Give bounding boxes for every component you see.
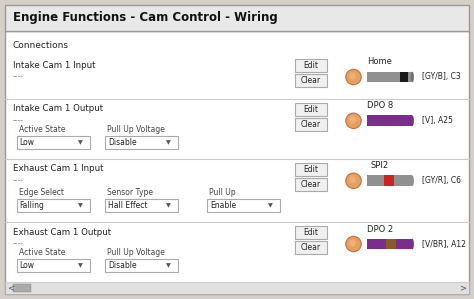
Text: Connections: Connections xyxy=(13,40,69,50)
Bar xyxy=(5,5,469,31)
Ellipse shape xyxy=(411,115,414,126)
Text: Exhaust Cam 1 Input: Exhaust Cam 1 Input xyxy=(13,164,103,173)
Text: ▼: ▼ xyxy=(78,203,82,208)
Text: Edge Select: Edge Select xyxy=(18,188,64,197)
Text: Engine Functions - Cam Control - Wiring: Engine Functions - Cam Control - Wiring xyxy=(13,11,278,25)
Text: Clear: Clear xyxy=(301,120,321,129)
Text: Intake Cam 1 Input: Intake Cam 1 Input xyxy=(13,60,95,69)
Bar xyxy=(295,226,327,239)
Text: Hall Effect: Hall Effect xyxy=(108,201,147,210)
Text: Pull Up Voltage: Pull Up Voltage xyxy=(107,125,164,134)
Text: ▼: ▼ xyxy=(78,263,82,268)
Bar xyxy=(295,74,327,87)
Bar xyxy=(367,176,412,186)
Bar xyxy=(105,259,178,272)
Text: DPO 2: DPO 2 xyxy=(367,225,393,234)
Text: Clear: Clear xyxy=(301,180,321,189)
Text: Edit: Edit xyxy=(303,228,319,237)
Text: [V], A25: [V], A25 xyxy=(422,116,453,125)
Text: Disable: Disable xyxy=(108,261,137,270)
Bar xyxy=(17,136,90,149)
Text: Falling: Falling xyxy=(19,201,45,210)
Ellipse shape xyxy=(411,72,414,82)
Text: Low: Low xyxy=(19,138,35,147)
Text: ----: ---- xyxy=(13,72,24,82)
Text: Active State: Active State xyxy=(18,125,65,134)
Text: Edit: Edit xyxy=(303,165,319,174)
Bar xyxy=(295,59,327,72)
Bar xyxy=(207,199,280,212)
Text: Exhaust Cam 1 Output: Exhaust Cam 1 Output xyxy=(13,228,111,237)
Text: Disable: Disable xyxy=(108,138,137,147)
Ellipse shape xyxy=(411,176,414,186)
Text: Sensor Type: Sensor Type xyxy=(107,188,153,197)
Text: >: > xyxy=(459,283,466,292)
Text: ▼: ▼ xyxy=(268,203,273,208)
Text: [GY/R], C6: [GY/R], C6 xyxy=(422,176,461,185)
Bar xyxy=(295,163,327,176)
Bar xyxy=(5,31,469,294)
Bar xyxy=(295,241,327,254)
Text: ----: ---- xyxy=(13,116,24,125)
Text: SPI2: SPI2 xyxy=(371,161,389,170)
Text: <: < xyxy=(8,283,15,292)
Text: Low: Low xyxy=(19,261,35,270)
Bar xyxy=(386,239,396,249)
Bar xyxy=(295,178,327,191)
Text: ----: ---- xyxy=(13,176,24,185)
Bar xyxy=(384,176,394,186)
Bar xyxy=(5,282,469,294)
Ellipse shape xyxy=(346,113,361,129)
Ellipse shape xyxy=(411,239,414,249)
Text: Edit: Edit xyxy=(303,61,319,70)
Text: Clear: Clear xyxy=(301,243,321,252)
Text: Pull Up: Pull Up xyxy=(209,188,236,197)
Text: ----: ---- xyxy=(13,239,24,248)
Ellipse shape xyxy=(346,69,361,85)
Bar xyxy=(17,259,90,272)
Ellipse shape xyxy=(349,116,356,123)
Bar xyxy=(367,72,412,82)
Text: ▼: ▼ xyxy=(166,140,171,145)
Text: DPO 8: DPO 8 xyxy=(367,101,393,110)
Bar xyxy=(105,136,178,149)
Ellipse shape xyxy=(349,239,356,246)
Ellipse shape xyxy=(349,72,356,80)
Bar xyxy=(367,115,412,126)
Text: Enable: Enable xyxy=(210,201,236,210)
Bar xyxy=(295,118,327,131)
Text: ▼: ▼ xyxy=(166,263,171,268)
Text: Edit: Edit xyxy=(303,105,319,114)
Bar xyxy=(105,199,178,212)
Text: [V/BR], A12: [V/BR], A12 xyxy=(422,239,466,248)
Ellipse shape xyxy=(349,176,356,183)
Text: [GY/B], C3: [GY/B], C3 xyxy=(422,72,461,82)
Text: ▼: ▼ xyxy=(166,203,171,208)
Bar xyxy=(13,284,31,292)
Text: ▼: ▼ xyxy=(78,140,82,145)
Text: Clear: Clear xyxy=(301,76,321,85)
Ellipse shape xyxy=(346,236,361,252)
Ellipse shape xyxy=(346,173,361,188)
Bar xyxy=(17,199,90,212)
Text: Intake Cam 1 Output: Intake Cam 1 Output xyxy=(13,104,103,113)
Bar xyxy=(295,103,327,116)
Text: Home: Home xyxy=(367,57,392,66)
Bar xyxy=(367,239,412,249)
Bar xyxy=(400,72,408,82)
Text: Active State: Active State xyxy=(18,248,65,257)
Text: Pull Up Voltage: Pull Up Voltage xyxy=(107,248,164,257)
